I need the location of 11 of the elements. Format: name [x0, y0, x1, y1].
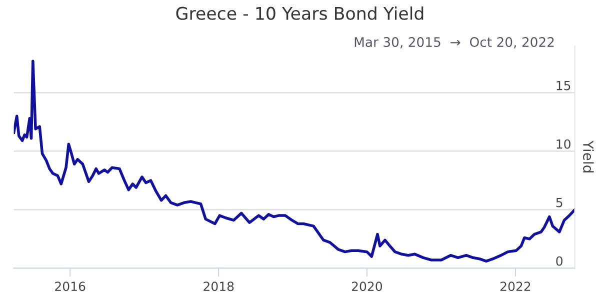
y-tick-label: 10 [556, 139, 570, 149]
x-tick-label: 2020 [352, 282, 382, 292]
x-tick-label: 2018 [204, 282, 234, 292]
chart-title: Greece - 10 Years Bond Yield [176, 6, 424, 20]
x-tick-label: 2016 [55, 282, 86, 292]
y-tick-label: 15 [556, 80, 570, 90]
y-axis-title: Yield [583, 140, 594, 172]
chart-subtitle: Mar 30, 2015 → Oct 20, 2022 [354, 37, 554, 48]
x-tick-label: 2022 [500, 282, 530, 292]
y-tick-label: 0 [556, 256, 562, 266]
y-tick-label: 5 [556, 198, 562, 208]
